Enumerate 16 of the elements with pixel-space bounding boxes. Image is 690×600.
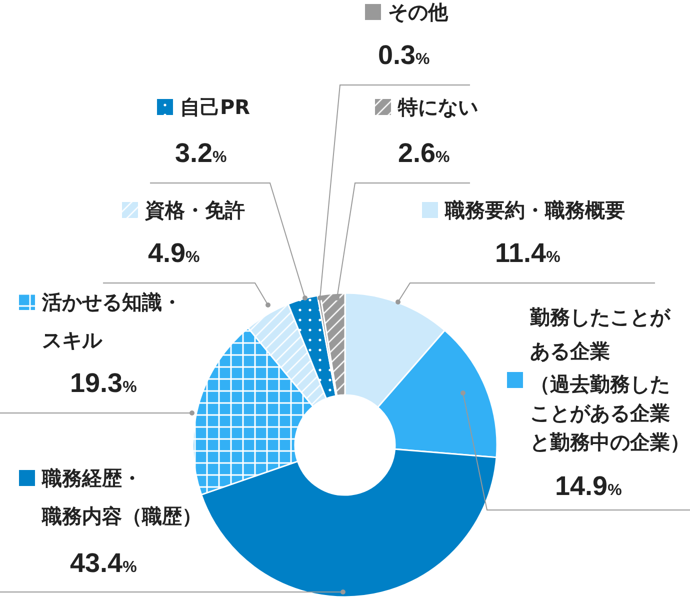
data-label: 14.9% — [555, 471, 622, 501]
data-label: 43.4% — [70, 548, 137, 578]
legend-label: 職務要約・職務概要 — [444, 198, 625, 222]
legend-label: 職務経歴・職務内容（職歴） — [41, 466, 202, 528]
legend-label: 自己PR — [180, 95, 250, 119]
data-label: 11.4% — [495, 238, 560, 268]
legend-label: 特にない — [397, 95, 478, 119]
data-label: 3.2% — [175, 138, 227, 168]
legend-label: 活かせる知識・スキル — [41, 290, 182, 352]
legend-label: 勤務したことがある企業（過去勤務したことがある企業と勤務中の企業） — [529, 305, 690, 454]
data-label: 4.9% — [148, 238, 200, 268]
data-label: 0.3% — [378, 40, 430, 70]
legend-label: その他 — [388, 0, 449, 24]
data-label: 19.3% — [70, 368, 137, 398]
legend-label: 資格・免許 — [144, 198, 245, 222]
data-label: 2.6% — [398, 138, 450, 168]
